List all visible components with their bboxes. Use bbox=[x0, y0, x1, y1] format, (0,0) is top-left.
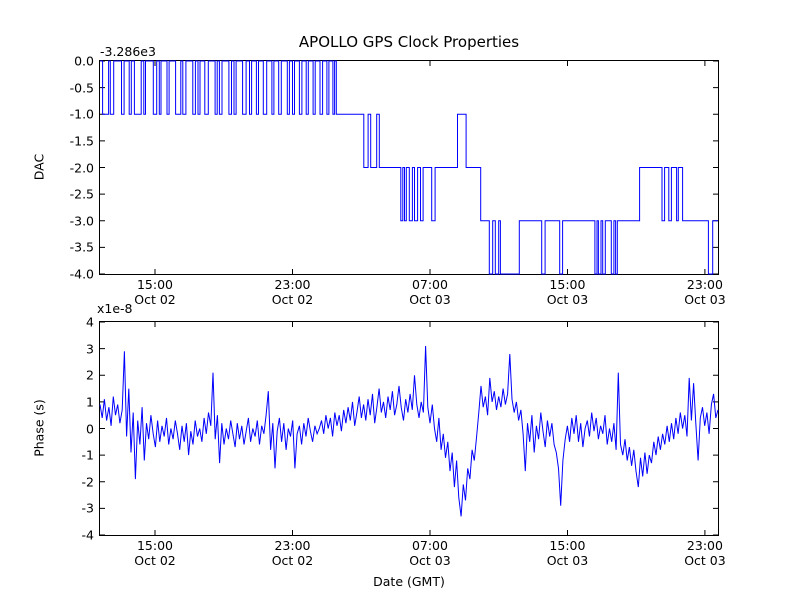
tick-date: Oct 03 bbox=[684, 552, 726, 568]
phase-y-axis-label: Phase (s) bbox=[31, 399, 47, 457]
dac-y-tick-label: -0.5 bbox=[69, 80, 94, 96]
dac-x-tick-label: 15:00 Oct 02 bbox=[134, 277, 176, 308]
tick-time: 07:00 bbox=[411, 277, 448, 292]
tick-date: Oct 02 bbox=[134, 552, 176, 568]
dac-y-tick-label: -3.5 bbox=[69, 239, 94, 255]
tick-date: Oct 03 bbox=[546, 291, 589, 307]
tick-time: 23:00 bbox=[686, 538, 723, 553]
tick-date: Oct 03 bbox=[409, 552, 451, 568]
tick-date: Oct 02 bbox=[134, 291, 176, 307]
dac-y-tick-label: -2.0 bbox=[69, 160, 94, 175]
dac-y-offset-label: -3.286e3 bbox=[100, 44, 156, 59]
tick-time: 15:00 bbox=[549, 538, 586, 553]
tick-time: 15:00 bbox=[549, 277, 586, 292]
phase-x-tick-label: 23:00 Oct 02 bbox=[271, 538, 314, 569]
phase-y-tick-label: 2 bbox=[86, 367, 94, 383]
tick-time: 15:00 bbox=[136, 538, 173, 553]
tick-time: 23:00 bbox=[686, 277, 723, 292]
dac-y-tick-label: -1.0 bbox=[69, 106, 94, 122]
dac-y-axis-label: DAC bbox=[31, 153, 47, 181]
tick-date: Oct 02 bbox=[271, 552, 314, 568]
phase-axes bbox=[99, 321, 719, 536]
phase-y-tick-label: 3 bbox=[86, 341, 94, 357]
phase-x-tick-label: 23:00 Oct 03 bbox=[684, 538, 726, 569]
tick-date: Oct 03 bbox=[409, 291, 451, 307]
tick-date: Oct 03 bbox=[684, 291, 726, 307]
tick-date: Oct 02 bbox=[271, 291, 314, 307]
x-axis-label: Date (GMT) bbox=[373, 574, 445, 589]
phase-y-tick-label: -1 bbox=[81, 447, 94, 463]
phase-x-tick-label: 07:00 Oct 03 bbox=[409, 538, 451, 569]
phase-y-tick-label: -2 bbox=[81, 474, 94, 490]
tick-date: Oct 03 bbox=[546, 552, 589, 568]
dac-y-tick-label: -3.0 bbox=[69, 213, 94, 229]
dac-x-tick-label: 15:00 Oct 03 bbox=[546, 277, 589, 308]
dac-plot-svg bbox=[100, 60, 718, 275]
dac-y-tick-label: -2.5 bbox=[69, 186, 94, 202]
phase-y-tick-label: 4 bbox=[86, 314, 94, 330]
tick-time: 23:00 bbox=[274, 277, 311, 292]
phase-y-tick-label: 0 bbox=[86, 421, 94, 436]
phase-plot-svg bbox=[99, 321, 719, 536]
phase-y-tick-label: -4 bbox=[81, 527, 94, 543]
tick-time: 07:00 bbox=[411, 538, 448, 553]
dac-x-tick-label: 23:00 Oct 03 bbox=[684, 277, 726, 308]
dac-y-tick-label: 0.0 bbox=[74, 53, 94, 69]
dac-x-tick-label: 07:00 Oct 03 bbox=[409, 277, 451, 308]
phase-y-tick-label: -3 bbox=[81, 500, 94, 516]
dac-x-tick-label: 23:00 Oct 02 bbox=[271, 277, 314, 308]
phase-y-tick-label: 1 bbox=[86, 394, 94, 410]
phase-x-tick-label: 15:00 Oct 02 bbox=[134, 538, 176, 569]
phase-x-tick-label: 15:00 Oct 03 bbox=[546, 538, 589, 569]
chart-title: APOLLO GPS Clock Properties bbox=[298, 33, 520, 51]
dac-y-tick-label: -4.0 bbox=[69, 266, 94, 282]
dac-axes bbox=[99, 60, 719, 275]
tick-time: 15:00 bbox=[136, 277, 173, 292]
phase-y-scale-label: x1e-8 bbox=[97, 301, 133, 316]
dac-y-tick-label: -1.5 bbox=[69, 133, 94, 149]
tick-time: 23:00 bbox=[274, 538, 311, 553]
